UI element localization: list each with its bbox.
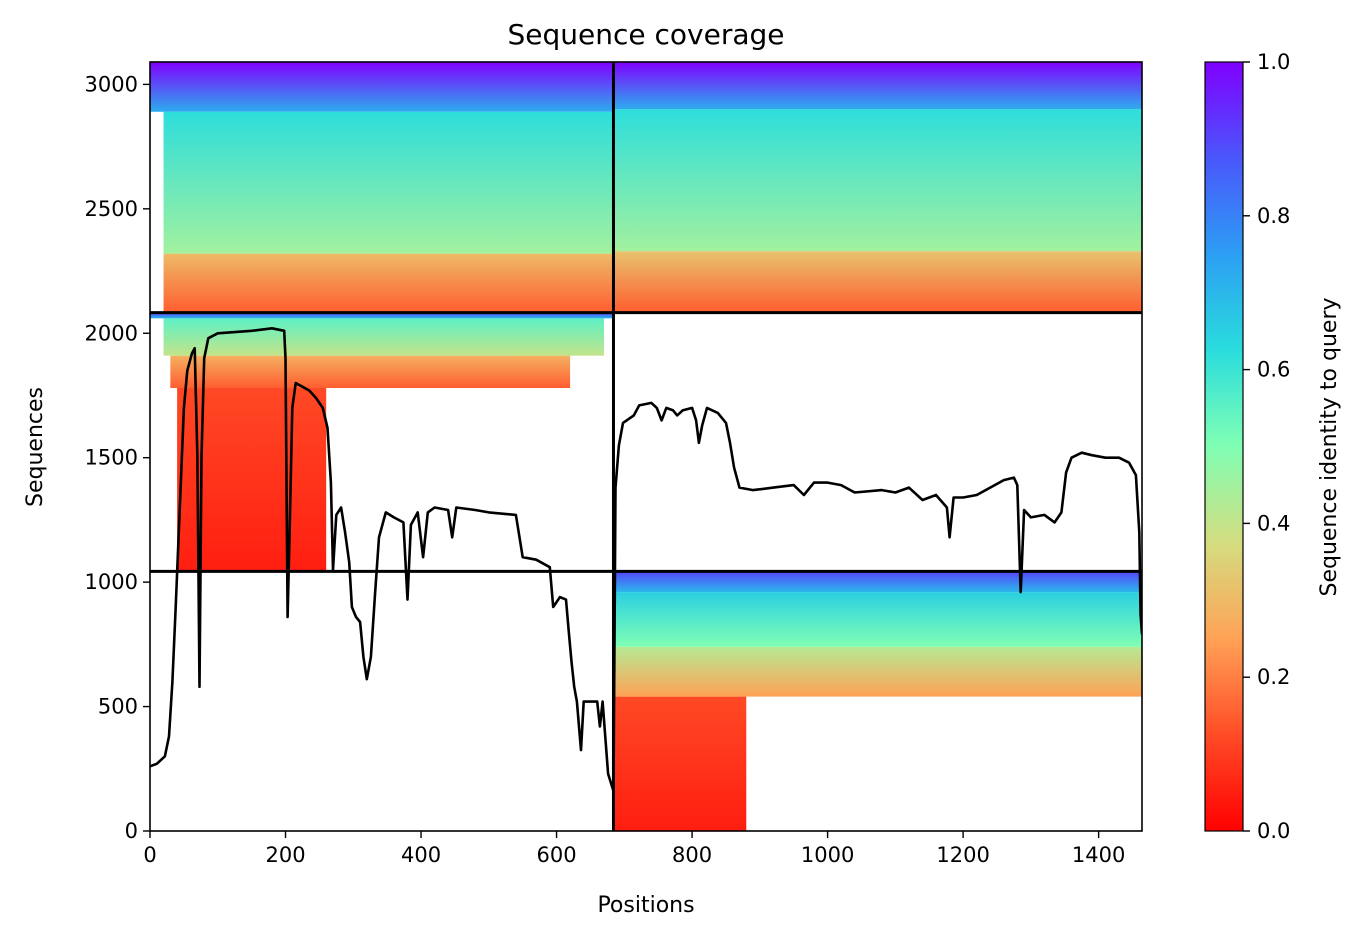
coverage-heatmap [150,62,1142,831]
coverage-line [150,327,1142,793]
coverage-band [163,111,614,254]
y-tick-label: 2500 [85,197,138,221]
x-tick-label: 800 [672,843,712,867]
coverage-band [150,62,614,112]
colorbar [1204,61,1244,832]
colorbar-tick-label: 1.0 [1257,50,1290,74]
x-tick-label: 400 [401,843,441,867]
x-tick-label: 1400 [1072,843,1125,867]
colorbar-tick-label: 0.0 [1257,819,1290,843]
coverage-band [613,109,1142,252]
coverage-band [163,318,604,356]
y-tick-label: 1000 [85,570,138,594]
coverage-line-layer [150,327,1142,793]
coverage-band [613,696,747,831]
colorbar-label: Sequence identity to query [1317,297,1342,596]
x-tick-label: 0 [143,843,156,867]
y-axis-label: Sequences [23,387,48,507]
colorbar-tick-label: 0.8 [1257,204,1290,228]
colorbar-tick-label: 0.6 [1257,358,1290,382]
coverage-band [613,251,1142,313]
y-tick-label: 1500 [85,446,138,470]
coverage-band [170,355,571,389]
coverage-band [613,62,1142,110]
y-tick-label: 0 [125,819,138,843]
x-tick-label: 600 [537,843,577,867]
x-tick-label: 1000 [801,843,854,867]
y-tick-label: 500 [98,695,138,719]
coverage-band [163,253,614,313]
coverage-band [613,592,1142,647]
coverage-band [150,312,614,319]
plot-frame [149,61,1143,832]
y-axis-ticks: 0 500 1000 1500 2000 2500 3000 [85,72,150,843]
x-tick-label: 200 [265,843,305,867]
y-tick-label: 2000 [85,321,138,345]
colorbar-tick-label: 0.4 [1257,511,1290,535]
x-axis-label: Positions [597,893,694,918]
x-tick-label: 1200 [936,843,989,867]
colorbar-tick-label: 0.2 [1257,665,1290,689]
colorbar-ticks: 0.0 0.2 0.4 0.6 0.8 1.0 [1243,50,1290,843]
y-tick-label: 3000 [85,72,138,96]
chart-title: Sequence coverage [507,18,784,51]
x-axis-ticks: 0 200 400 600 800 1000 1200 1400 [143,831,1125,867]
coverage-band [613,646,1142,697]
coverage-band [613,571,1142,593]
